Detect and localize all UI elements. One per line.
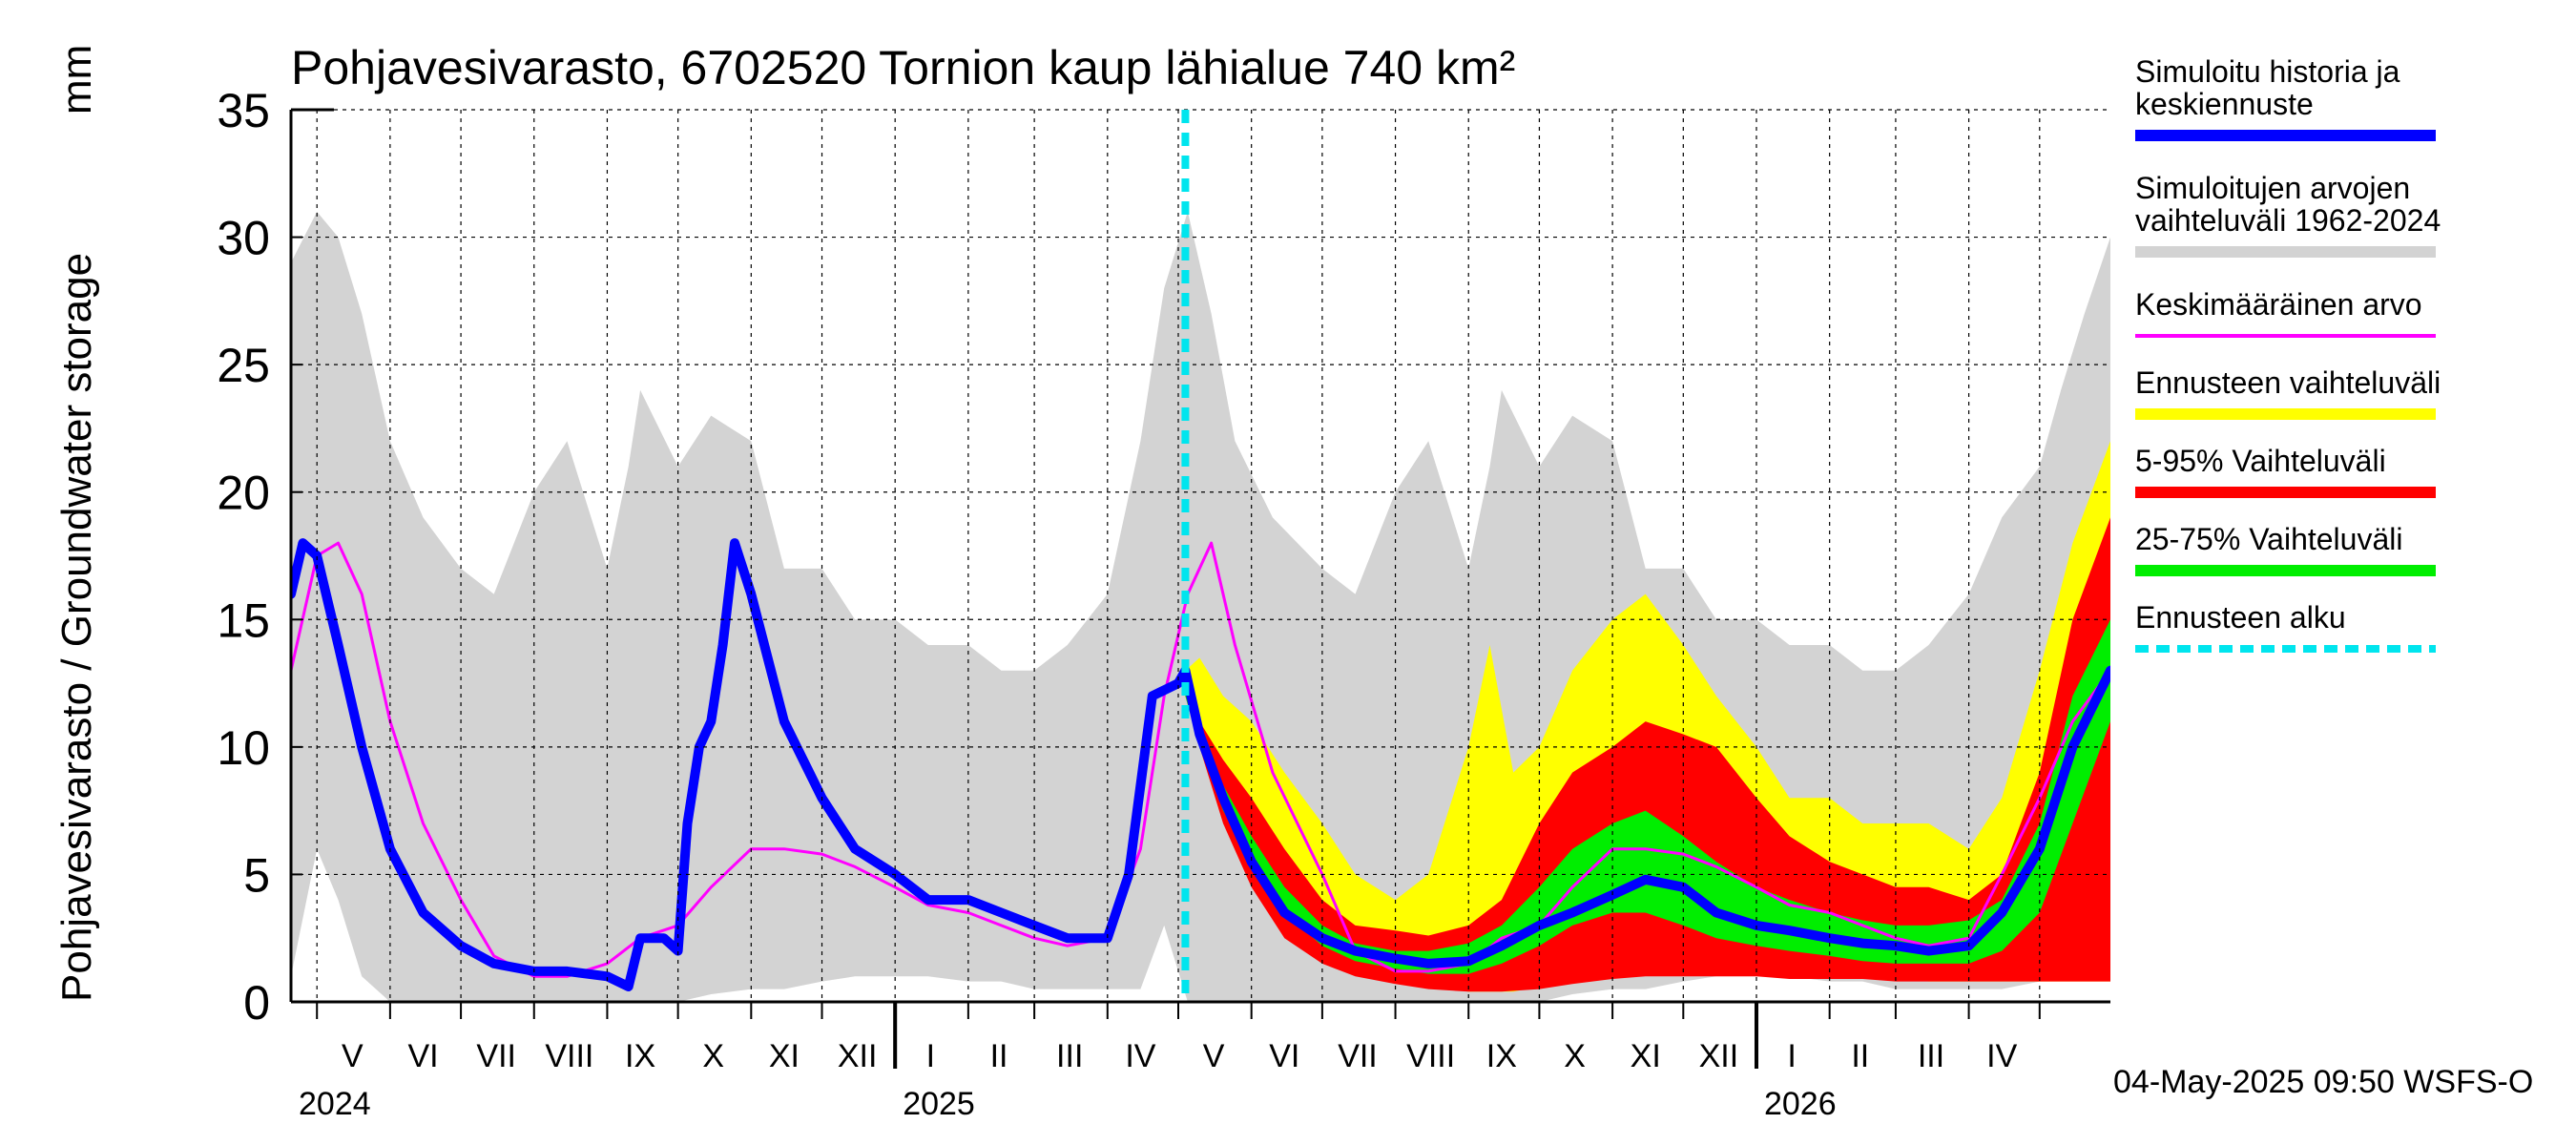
legend-label: Ennusteen vaihteluväli xyxy=(2135,365,2441,400)
x-month-label: XII xyxy=(1699,1038,1739,1074)
x-month-label: V xyxy=(342,1038,364,1074)
y-tick-label: 20 xyxy=(217,467,270,520)
legend-label: Ennusteen alku xyxy=(2135,600,2346,635)
x-month-label: III xyxy=(1918,1038,1944,1074)
x-year-label: 2025 xyxy=(903,1086,975,1122)
x-year-label: 2026 xyxy=(1764,1086,1837,1122)
x-month-label: IX xyxy=(625,1038,655,1074)
legend-label: Simuloitujen arvojen vaihteluväli 1962-20… xyxy=(2135,171,2441,238)
series-keskim-r-inen-arvo-line xyxy=(291,541,2110,978)
y-tick-label: 30 xyxy=(217,212,270,265)
x-month-label: III xyxy=(1056,1038,1083,1074)
x-month-label: I xyxy=(926,1038,935,1074)
y-axis-label: Pohjavesivarasto / Groundwater storage xyxy=(53,253,100,1002)
y-tick-label: 0 xyxy=(243,976,270,1030)
legend: Simuloitu historia ja keskiennuste Simuloi… xyxy=(2135,54,2441,653)
legend-label: 5-95% Vaihteluväli xyxy=(2135,444,2386,478)
series-5-95-vaihteluv-li-band xyxy=(1185,517,2110,992)
y-axis-unit: mm xyxy=(53,45,100,114)
x-month-label: VII xyxy=(476,1038,516,1074)
series-25-75-vaihteluv-li-band xyxy=(1185,619,2110,974)
legend-label: Keskimääräinen arvo xyxy=(2135,287,2422,322)
x-month-label: VIII xyxy=(1406,1038,1455,1074)
x-month-label: X xyxy=(702,1038,724,1074)
x-month-label: XI xyxy=(769,1038,800,1074)
x-month-label: VII xyxy=(1338,1038,1378,1074)
footer-timestamp: 04-May-2025 09:50 WSFS-O xyxy=(2113,1064,2533,1100)
x-month-label: VI xyxy=(1269,1038,1299,1074)
x-month-label: II xyxy=(990,1038,1008,1074)
plot-clip-group xyxy=(291,211,2110,1002)
x-month-label: V xyxy=(1203,1038,1225,1074)
x-month-label: IV xyxy=(1125,1038,1155,1074)
x-month-label: IV xyxy=(1986,1038,2017,1074)
legend-label: 25-75% Vaihteluväli xyxy=(2135,522,2402,556)
chart-title: Pohjavesivarasto, 6702520 Tornion kaup l… xyxy=(291,41,1515,94)
x-month-label: XI xyxy=(1631,1038,1661,1074)
series-simuloitu-historia-ja-keskiennuste-line xyxy=(291,538,2110,991)
x-month-label: XII xyxy=(838,1038,878,1074)
y-tick-label: 25 xyxy=(217,339,270,392)
series-ennusteen-vaihteluv-li-band xyxy=(1185,441,2110,992)
x-month-label: VI xyxy=(407,1038,438,1074)
x-year-label: 2024 xyxy=(299,1086,371,1122)
y-tick-label: 15 xyxy=(217,593,270,647)
x-month-label: X xyxy=(1564,1038,1586,1074)
x-month-label: IX xyxy=(1486,1038,1517,1074)
x-month-label: II xyxy=(1851,1038,1869,1074)
x-month-label: I xyxy=(1787,1038,1796,1074)
x-month-label: VIII xyxy=(545,1038,593,1074)
y-axis-title: Pohjavesivarasto / Groundwater storage m… xyxy=(53,45,100,1002)
y-tick-label: 10 xyxy=(217,721,270,775)
y-tick-label: 35 xyxy=(217,84,270,137)
plot-area xyxy=(291,109,2110,1002)
y-tick-label: 5 xyxy=(243,848,270,902)
legend-label: Simuloitu historia ja keskiennuste xyxy=(2135,54,2400,121)
